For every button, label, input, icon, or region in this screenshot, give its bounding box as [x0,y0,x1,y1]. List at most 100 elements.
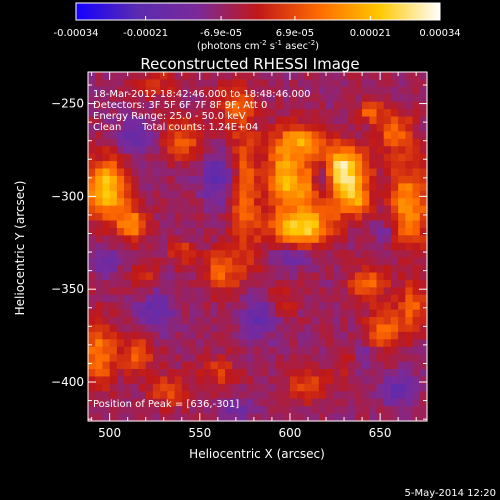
heatmap-cell [109,406,118,415]
heatmap-cell [412,294,421,303]
heatmap-cell [405,287,414,296]
heatmap-cell [253,235,262,244]
heatmap-cell [297,235,305,244]
heatmap-cell [261,383,269,392]
heatmap-cell [181,391,190,400]
heatmap-cell [340,168,349,177]
heatmap-cell [116,265,125,274]
heatmap-cell [333,86,342,95]
heatmap-cell [289,183,298,192]
heatmap-cell [102,391,111,400]
heatmap-cell [196,161,204,170]
heatmap-cell [362,131,370,140]
heatmap-cell [88,183,96,192]
heatmap-cell [369,138,378,147]
heatmap-cell [275,146,284,155]
heatmap-cell [88,339,96,348]
heatmap-cell [217,346,226,355]
heatmap-cell [152,131,161,140]
heatmap-cell [124,242,132,251]
heatmap-cell [253,361,262,370]
heatmap-cell [340,161,349,170]
heatmap-cell [398,369,406,378]
heatmap-cell [383,109,392,118]
heatmap-cell [174,220,183,229]
heatmap-cell [289,376,298,385]
heatmap-cell [419,354,428,363]
heatmap-cell [181,146,190,155]
heatmap-cell [419,361,428,370]
heatmap-cell [354,72,363,81]
heatmap-cell [412,369,421,378]
heatmap-cell [275,383,284,392]
heatmap-cell [174,86,183,95]
heatmap-cell [131,146,140,155]
heatmap-cell [225,354,233,363]
heatmap-cell [297,302,305,311]
heatmap-cell [210,131,219,140]
heatmap-cell [109,354,118,363]
heatmap-cell [116,227,125,236]
heatmap-cell [225,190,233,199]
heatmap-cell [181,175,190,184]
heatmap-cell [124,324,132,333]
heatmap-cell [203,376,212,385]
heatmap-cell [333,146,342,155]
heatmap-cell [282,272,291,281]
heatmap-cell [131,138,140,147]
heatmap-cell [347,175,356,184]
heatmap-cell [124,272,132,281]
heatmap-cell [225,331,233,340]
heatmap-cell [109,294,118,303]
heatmap-cell [347,190,356,199]
heatmap-cell [217,317,226,326]
heatmap-cell [268,265,277,274]
heatmap-cell [412,227,421,236]
heatmap-cell [124,406,132,415]
heatmap-cell [390,153,399,162]
heatmap-cell [102,183,111,192]
heatmap-cell [354,391,363,400]
heatmap-cell [246,324,255,333]
heatmap-cell [304,317,313,326]
heatmap-cell [311,294,320,303]
heatmap-cell [405,339,414,348]
heatmap-cell [160,361,168,370]
heatmap-cell [167,279,176,288]
heatmap-cell [203,79,212,88]
heatmap-cell [347,123,356,133]
heatmap-cell [174,242,183,251]
heatmap-cell [412,354,421,363]
colorbar-tick-label: 0.00021 [350,28,391,39]
heatmap-cell [88,294,96,303]
heatmap-cell [297,242,305,251]
heatmap-cell [326,168,334,177]
heatmap-cell [160,190,168,199]
heatmap-cell [347,213,356,222]
heatmap-cell [326,346,334,355]
heatmap-cell [268,235,277,244]
heatmap-cell [354,190,363,199]
heatmap-cell [354,383,363,392]
heatmap-cell [217,116,226,125]
heatmap-cell [88,250,96,259]
heatmap-cell [304,346,313,355]
heatmap-cell [116,161,125,170]
heatmap-cell [297,354,305,363]
heatmap-cell [390,109,399,118]
heatmap-cell [167,309,176,318]
heatmap-cell [311,346,320,355]
heatmap-cell [347,294,356,303]
heatmap-cell [347,309,356,318]
heatmap-cell [232,138,241,147]
heatmap-cell [124,250,132,259]
heatmap-cell [246,265,255,274]
heatmap-cell [289,287,298,296]
heatmap-cell [174,309,183,318]
heatmap-cell [225,72,233,81]
heatmap-cell [318,391,327,400]
heatmap-cell [160,339,168,348]
heatmap-cell [268,161,277,170]
heatmap-cell [340,302,349,311]
heatmap-cell [333,398,342,407]
